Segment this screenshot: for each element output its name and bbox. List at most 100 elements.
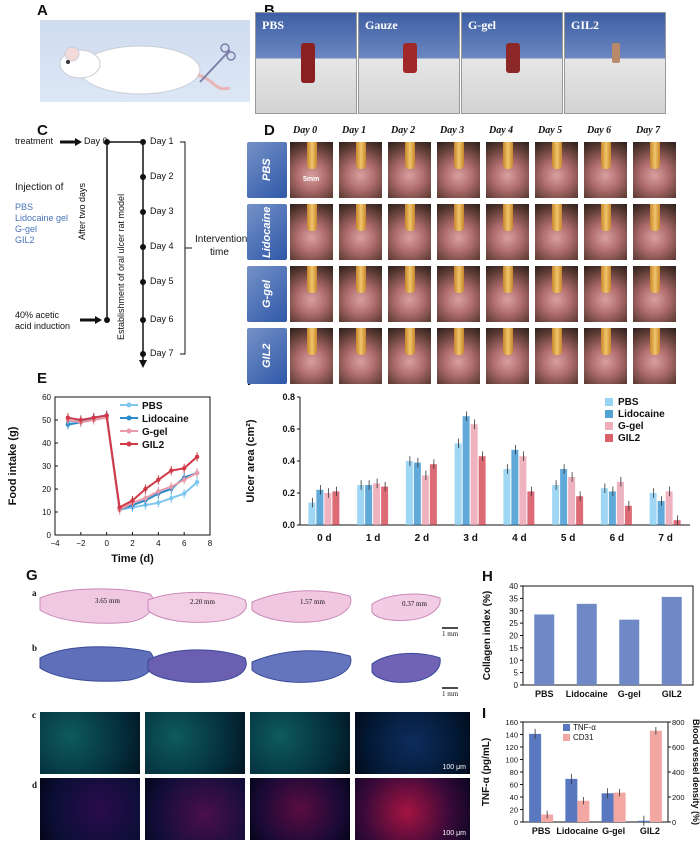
legend-label: GIL2 xyxy=(142,440,165,451)
bar xyxy=(454,443,462,525)
y-tick-label: 40 xyxy=(42,439,51,448)
x-tick-label: 0 xyxy=(104,539,109,548)
y-right-tick-label: 400 xyxy=(672,768,685,777)
y-tick-label: 30 xyxy=(509,607,518,616)
fluorescence-image: 100 μm xyxy=(355,778,470,840)
scale-bar-label: 5mm xyxy=(303,176,320,183)
ulcer-photo xyxy=(437,266,480,322)
row-label-gil2: GIL2 xyxy=(247,328,287,384)
legend-label: GIL2 xyxy=(618,433,641,444)
legend-swatch xyxy=(605,434,613,442)
clean-stick xyxy=(612,43,620,63)
data-point xyxy=(130,498,135,503)
y-tick-label: 0.8 xyxy=(282,392,295,402)
ulcer-photo xyxy=(633,204,676,260)
y-tick-label: 10 xyxy=(509,656,518,665)
legend-label: PBS xyxy=(618,397,639,408)
ulcer-photo xyxy=(437,328,480,384)
y-tick-label: 0 xyxy=(514,818,518,827)
bar xyxy=(613,792,626,822)
legend-label: G-gel xyxy=(142,427,168,438)
y-tick-label: 15 xyxy=(509,644,518,653)
panel-label-g: G xyxy=(26,567,38,584)
x-tick-label: 4 xyxy=(156,539,161,548)
bar xyxy=(565,778,578,822)
y-tick-label: 60 xyxy=(42,393,51,402)
y-tick-label: 160 xyxy=(505,718,518,727)
legend-label: CD31 xyxy=(573,733,594,742)
bar xyxy=(657,501,665,525)
row-label-pbs: PBS xyxy=(247,142,287,198)
fluorescence-image xyxy=(145,778,245,840)
x-tick-label: 0 d xyxy=(317,533,331,544)
ulcer-length: 1.57 mm xyxy=(300,598,325,606)
x-tick-label: 4 d xyxy=(512,533,526,544)
x-tick-label: G-gel xyxy=(618,689,641,699)
photo-tile-ggel: G-gel xyxy=(461,12,563,114)
ulcer-photo xyxy=(388,266,431,322)
panel-label-e: E xyxy=(37,370,48,387)
y-tick-label: 35 xyxy=(509,594,518,603)
ulcer-photo xyxy=(437,204,480,260)
photo-label: PBS xyxy=(262,18,285,32)
ulcer-photo xyxy=(486,266,529,322)
day-label: Day 5 xyxy=(150,276,174,286)
legend-marker xyxy=(126,428,132,434)
bar xyxy=(576,603,597,685)
histology-panel: a b c d 3.65 mm 2.20 mm 1.57 mm 0.37 mm … xyxy=(30,580,480,845)
ulcer-photo xyxy=(339,142,382,198)
y-tick-label: 25 xyxy=(509,619,518,628)
bar xyxy=(324,493,332,525)
bar xyxy=(470,424,478,525)
data-point xyxy=(194,470,200,476)
data-point xyxy=(169,484,174,489)
y-tick-label: 20 xyxy=(42,485,51,494)
row-label-c: c xyxy=(32,710,36,720)
ulcer-photo: 5mm xyxy=(290,142,333,198)
bar xyxy=(649,730,662,822)
bar xyxy=(673,520,681,525)
y-tick-label: 140 xyxy=(505,731,518,740)
panel-label-a: A xyxy=(37,2,48,19)
ulcer-length: 3.65 mm xyxy=(95,597,120,605)
y-tick-label: 40 xyxy=(509,582,518,591)
day-header: Day 4 xyxy=(489,125,514,136)
bar xyxy=(413,462,421,525)
bar xyxy=(332,491,340,525)
timeline-diagram: treatment Day 0 Injection of PBS Lidocai… xyxy=(0,130,260,370)
legend-label: TNF-α xyxy=(573,723,596,732)
ulcer-photo xyxy=(290,204,333,260)
legend-label: PBS xyxy=(142,401,163,412)
data-point xyxy=(91,415,96,420)
y-axis-label: Collagen index (%) xyxy=(482,591,493,680)
data-point xyxy=(143,486,148,492)
bar xyxy=(462,416,470,525)
ulcer-photo xyxy=(584,266,627,322)
data-point xyxy=(117,505,122,510)
y-right-axis-label: Blood vessel density (%) xyxy=(691,719,700,825)
y-tick-label: 40 xyxy=(510,793,518,802)
series-line xyxy=(67,414,198,511)
x-tick-label: PBS xyxy=(535,689,554,699)
legend-marker xyxy=(126,402,132,408)
day-label: Day 7 xyxy=(150,348,174,358)
day-header: Day 5 xyxy=(538,125,563,136)
bar xyxy=(478,456,486,525)
acetic-label-line1: 40% acetic xyxy=(15,310,60,320)
y-tick-label: 80 xyxy=(510,768,518,777)
x-tick-label: −4 xyxy=(50,539,60,548)
photo-tile-gauze: Gauze xyxy=(358,12,460,114)
group-item: G-gel xyxy=(15,224,38,234)
bar xyxy=(519,456,527,525)
plot-frame xyxy=(522,721,669,823)
photo-label: G-gel xyxy=(468,18,496,32)
x-tick-label: 6 d xyxy=(610,533,624,544)
x-tick-label: 1 d xyxy=(366,533,380,544)
ulcer-photo xyxy=(339,328,382,384)
data-point xyxy=(181,477,187,482)
x-tick-label: 5 d xyxy=(561,533,575,544)
photo-label: Gauze xyxy=(365,18,398,32)
day-header: Day 6 xyxy=(587,125,612,136)
ulcer-photo xyxy=(339,266,382,322)
data-point xyxy=(169,496,174,501)
